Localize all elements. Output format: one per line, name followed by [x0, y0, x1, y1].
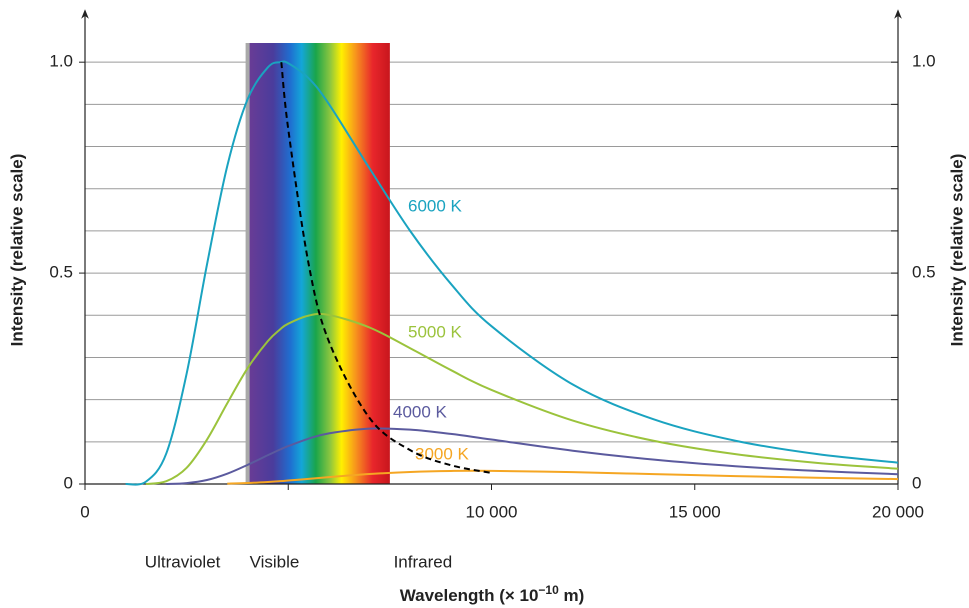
- x-tick-label: 20 000: [872, 502, 924, 521]
- curve-label: 3000 K: [415, 444, 470, 463]
- curve-label: 6000 K: [408, 196, 463, 215]
- y-axis-title-right: Intensity (relative scale): [947, 154, 966, 347]
- x-tick-label: 0: [80, 502, 89, 521]
- y-axis-title: Intensity (relative scale): [7, 154, 26, 347]
- curve: [145, 312, 899, 485]
- y-tick-label-right: 0.5: [912, 263, 936, 282]
- visible-spectrum: [247, 43, 390, 484]
- band-label: Visible: [250, 552, 300, 571]
- y-tick-label: 0: [64, 473, 73, 492]
- curve: [166, 427, 899, 485]
- spectrum-edge: [245, 43, 250, 484]
- curve-label: 5000 K: [408, 322, 463, 341]
- y-tick-label: 0.5: [49, 263, 73, 282]
- x-axis-title-part: m): [559, 586, 585, 605]
- peak-locus: [280, 62, 492, 474]
- x-tick-label: 15 000: [669, 502, 721, 521]
- x-tick-label: 10 000: [466, 502, 518, 521]
- curve: [227, 469, 899, 485]
- x-axis-title: Wavelength (× 10−10 m): [400, 583, 585, 605]
- curve: [125, 60, 899, 486]
- y-tick-label-right: 1.0: [912, 52, 936, 71]
- x-axis-title-part: Wavelength (× 10: [400, 586, 539, 605]
- y-tick-label: 1.0: [49, 52, 73, 71]
- x-axis-title-part: −10: [538, 583, 559, 597]
- y-tick-label-right: 0: [912, 473, 921, 492]
- x-tick-label: 5000: [269, 502, 307, 521]
- band-label: Ultraviolet: [145, 552, 221, 571]
- band-label: Infrared: [394, 552, 453, 571]
- curve-label: 4000 K: [393, 402, 448, 421]
